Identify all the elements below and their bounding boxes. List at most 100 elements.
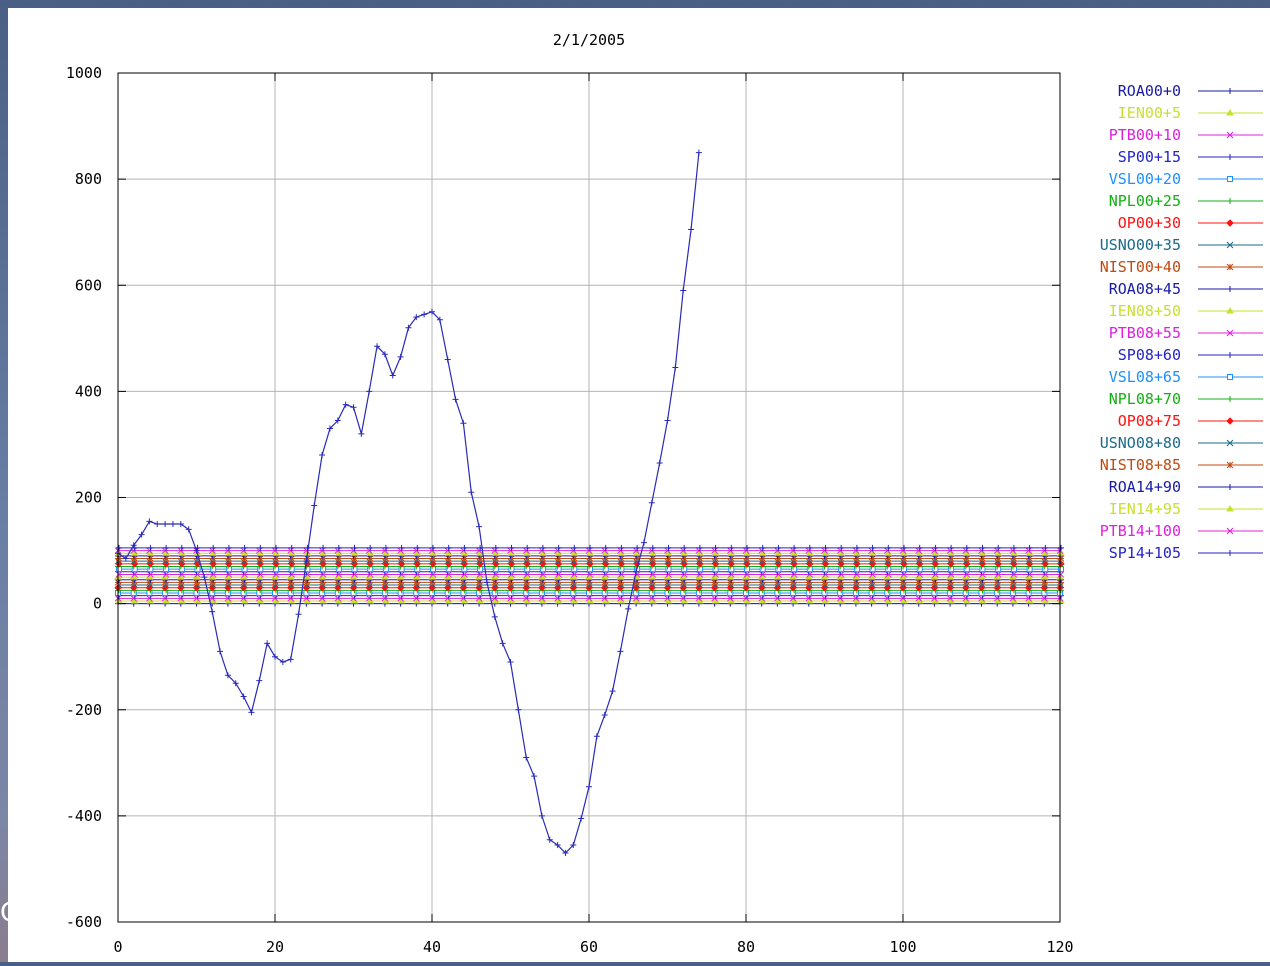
series-point: [461, 571, 468, 578]
main-curve-point: [491, 613, 498, 620]
main-curve-point: [680, 287, 687, 294]
series-point: [208, 579, 216, 586]
series-point: [885, 544, 892, 551]
series-point: [789, 579, 797, 586]
series-point: [491, 579, 499, 586]
series-point: [445, 571, 453, 578]
series-point: [775, 544, 782, 551]
series-point: [178, 544, 185, 551]
main-curve-point: [429, 308, 435, 315]
series-point: [648, 594, 656, 602]
main-curve-point: [444, 356, 451, 363]
main-curve-point: [507, 658, 514, 665]
series-point: [397, 594, 404, 602]
series-point: [586, 571, 594, 578]
series-point: [131, 555, 139, 562]
series-point: [931, 579, 938, 586]
main-curve-point: [287, 656, 294, 663]
series-point: [789, 594, 797, 602]
series-point: [522, 547, 530, 554]
series-point: [508, 544, 515, 551]
main-curve-point: [224, 672, 231, 679]
series-point: [790, 555, 798, 562]
series-point: [962, 579, 970, 586]
legend-label: SP14+105: [1109, 544, 1181, 562]
series-point: [679, 579, 687, 586]
legend-marker: [1226, 505, 1234, 512]
series-point: [538, 547, 546, 554]
series-point: [821, 547, 828, 554]
series-point: [194, 571, 201, 578]
chart-title: 2/1/2005: [553, 31, 625, 49]
main-curve-point: [554, 842, 561, 849]
legend-item: VSL08+65: [1109, 368, 1263, 386]
series-point: [680, 571, 688, 578]
main-curve-point: [201, 574, 208, 581]
legend-item: VSL00+20: [1109, 170, 1263, 188]
series-point: [963, 555, 971, 562]
legend-label: NPL08+70: [1109, 390, 1181, 408]
legend-item: ROA08+45: [1109, 280, 1263, 298]
series-point: [492, 544, 499, 551]
series-point: [1009, 594, 1017, 602]
series-point: [539, 571, 547, 578]
main-curve-point: [319, 452, 326, 459]
main-curve-point: [209, 608, 216, 615]
legend-marker: [1226, 461, 1234, 469]
main-curve-point: [593, 733, 600, 740]
series-point: [209, 571, 217, 578]
series-point: [932, 555, 939, 562]
series-point: [1058, 544, 1064, 551]
series-point: [412, 547, 420, 554]
grid: [118, 73, 1060, 922]
series-point: [115, 555, 123, 562]
x-tick-label: 120: [1046, 938, 1073, 956]
legend-item: OP00+30: [1118, 214, 1263, 232]
series-point: [790, 571, 798, 578]
main-curve-point: [436, 316, 443, 323]
main-curve-point: [358, 430, 365, 437]
series-point: [869, 544, 876, 551]
legend-marker: [1227, 550, 1233, 556]
series-point: [618, 544, 625, 551]
series-point: [916, 544, 923, 551]
main-curve-point: [617, 648, 624, 655]
series-point: [445, 544, 452, 551]
series-point: [257, 544, 264, 551]
legend-label: NPL00+25: [1109, 192, 1181, 210]
series-point: [742, 547, 750, 554]
series-point: [146, 594, 153, 602]
legend-item: SP00+15: [1118, 148, 1263, 166]
series-point: [775, 571, 782, 578]
series-point: [1009, 579, 1017, 586]
series-point: [429, 571, 437, 578]
x-tick-label: 20: [266, 938, 284, 956]
series-point: [320, 544, 327, 551]
main-curve-point: [162, 521, 169, 528]
series-point: [318, 579, 326, 586]
main-curve-point: [381, 351, 388, 358]
legend-label: ROA14+90: [1109, 478, 1181, 496]
series-point: [381, 547, 389, 554]
main-curve-point: [405, 324, 412, 331]
series-point: [931, 594, 938, 602]
series-point: [476, 555, 484, 562]
legend-item: NIST08+85: [1100, 456, 1263, 474]
series-point: [161, 579, 169, 586]
series-point: [147, 544, 154, 551]
series-point: [304, 555, 311, 562]
series-point: [994, 571, 1002, 578]
series-point: [853, 544, 860, 551]
legend-label: ROA00+0: [1118, 82, 1181, 100]
series-point: [822, 555, 829, 562]
y-tick-label: -400: [66, 807, 102, 825]
legend-marker: [1227, 154, 1233, 160]
series-point: [1042, 544, 1049, 551]
legend-label: NIST00+40: [1100, 258, 1181, 276]
series-point: [727, 555, 735, 562]
series-point: [224, 547, 232, 554]
series-point: [979, 571, 986, 578]
legend: ROA00+0 IEN00+5 PTB00+10 SP00+15 VSL00+20 NPL…: [1100, 82, 1263, 562]
series-point: [1041, 555, 1049, 562]
series-point: [539, 555, 547, 562]
